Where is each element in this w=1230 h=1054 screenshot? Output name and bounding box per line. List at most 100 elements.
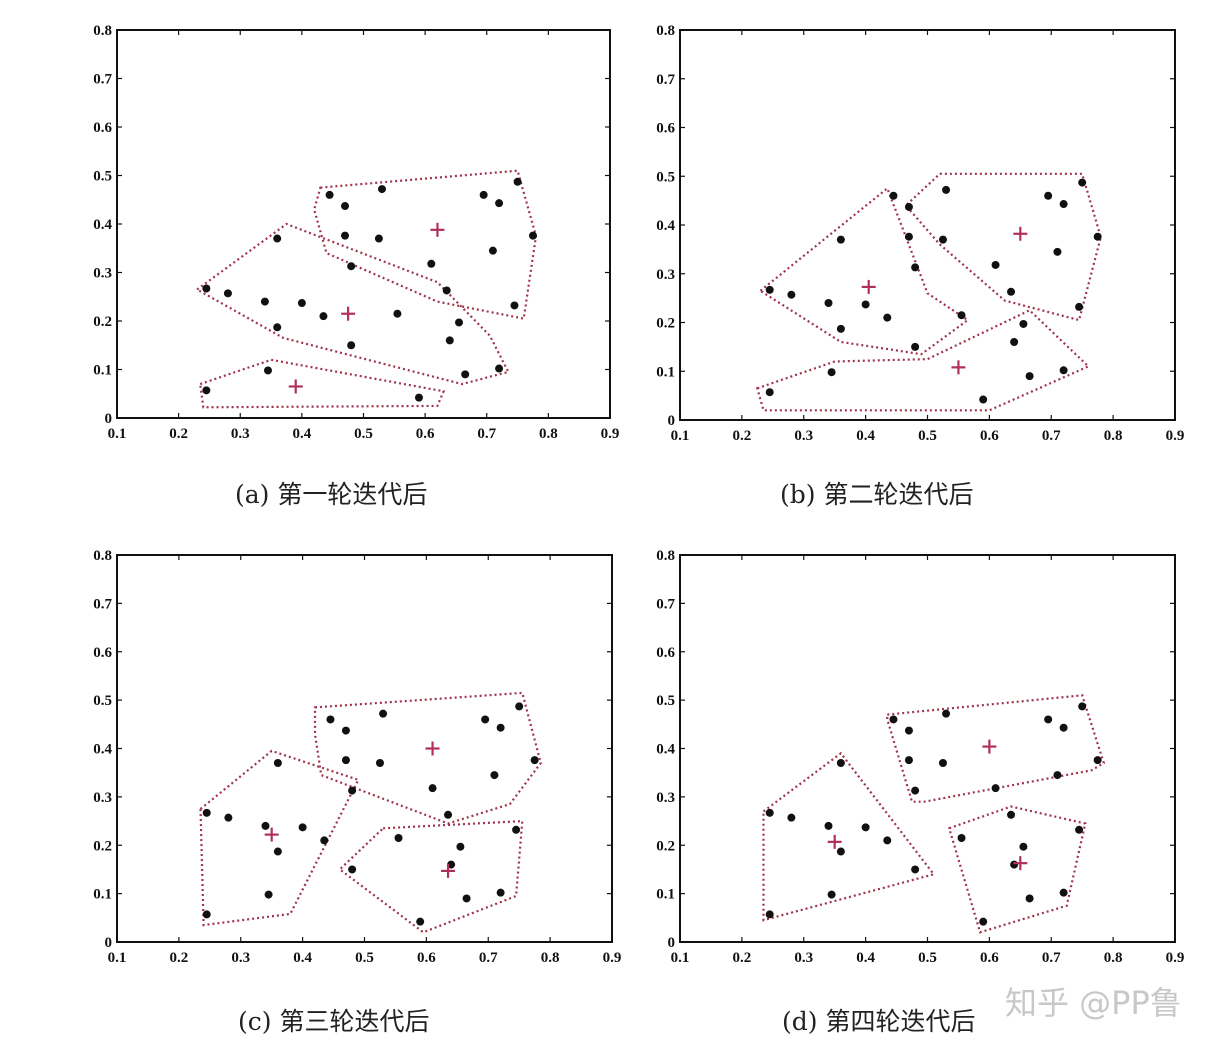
y-tick-label: 0 (105, 935, 113, 951)
y-tick-label: 0.2 (656, 838, 675, 854)
data-point (263, 366, 272, 375)
data-point (904, 202, 913, 211)
data-point (490, 771, 499, 780)
data-point (379, 709, 388, 718)
data-point (1044, 715, 1053, 724)
data-point (512, 825, 521, 834)
y-tick-label: 0.5 (93, 693, 112, 709)
centroid-marker (1013, 856, 1028, 871)
data-point (765, 808, 774, 817)
x-tick-label: 0.4 (856, 950, 875, 966)
data-point (442, 286, 451, 295)
x-tick-label: 0.9 (601, 426, 620, 442)
x-tick-label: 0.8 (541, 950, 560, 966)
data-point (991, 784, 1000, 793)
data-point (765, 285, 774, 294)
y-tick-label: 0.7 (93, 596, 112, 612)
y-tick-label: 0.5 (656, 693, 675, 709)
data-point (224, 813, 233, 822)
data-point (455, 318, 464, 327)
y-tick-label: 0.8 (656, 548, 675, 564)
data-point (528, 231, 537, 240)
data-point (1010, 860, 1019, 869)
data-point (1093, 232, 1102, 241)
x-tick-label: 0.3 (794, 950, 813, 966)
data-point (883, 836, 892, 845)
data-point (347, 341, 356, 350)
y-tick-label: 0.7 (656, 596, 675, 612)
data-point (202, 284, 211, 293)
y-tick-label: 0.6 (93, 645, 112, 661)
data-point (496, 723, 505, 732)
y-tick-label: 0.6 (656, 645, 675, 661)
watermark: 知乎 @PP鲁 (1005, 984, 1182, 1022)
y-tick-label: 0.8 (656, 23, 675, 39)
data-point (911, 786, 920, 795)
data-point (904, 726, 913, 735)
centroid-marker (341, 306, 356, 321)
caption-b: (b) 第二轮迭代后 (780, 480, 973, 509)
x-tick-label: 0.3 (231, 950, 250, 966)
caption-d: (d) 第四轮迭代后 (782, 1007, 975, 1036)
x-tick-label: 0.8 (1104, 950, 1123, 966)
data-point (827, 368, 836, 377)
data-point (765, 910, 774, 919)
data-point (488, 246, 497, 255)
data-point (298, 823, 307, 832)
y-tick-label: 0.5 (93, 169, 112, 185)
x-tick-label: 0.7 (1042, 950, 1061, 966)
data-point (787, 813, 796, 822)
y-tick-label: 0.8 (93, 548, 112, 564)
data-point (1053, 771, 1062, 780)
x-tick-label: 0.5 (918, 950, 937, 966)
data-point (1075, 825, 1084, 834)
data-point (515, 702, 524, 711)
data-point (938, 235, 947, 244)
data-point (1075, 302, 1084, 311)
data-point (273, 234, 282, 243)
data-point (393, 309, 402, 318)
data-point (1025, 372, 1034, 381)
y-tick-label: 0.5 (656, 169, 675, 185)
data-point (861, 823, 870, 832)
caption-c: (c) 第三轮迭代后 (238, 1007, 429, 1036)
data-point (496, 888, 505, 897)
cluster-boundary (947, 805, 1087, 934)
data-point (861, 300, 870, 309)
data-point (444, 810, 453, 819)
data-point (1093, 756, 1102, 765)
chart-panel-b: 0.1 0.2 0.3 0.4 0.5 0.6 0.7 0.8 0.900.10.20.30.4… (656, 23, 1184, 444)
x-tick-label: 0.9 (1166, 428, 1185, 444)
x-tick-label: 0.2 (733, 428, 752, 444)
y-tick-label: 0.3 (93, 266, 112, 282)
x-tick-label: 0.8 (1104, 428, 1123, 444)
data-point (513, 177, 522, 186)
data-point (1078, 702, 1087, 711)
y-tick-label: 0 (668, 413, 676, 429)
data-point (889, 715, 898, 724)
plot-frame (679, 554, 1176, 943)
data-point (495, 199, 504, 208)
x-tick-label: 0.5 (354, 426, 373, 442)
data-point (273, 323, 282, 332)
chart-panel-a: 0.1 0.2 0.3 0.4 0.5 0.6 0.7 0.8 0.900.10.20.30.4… (93, 23, 619, 442)
data-point (824, 821, 833, 830)
data-point (889, 191, 898, 200)
data-point (273, 847, 282, 856)
cluster-boundary (886, 694, 1106, 803)
data-point (326, 715, 335, 724)
plot-frame (679, 29, 1176, 421)
data-point (1019, 319, 1028, 328)
centroid-marker (264, 827, 279, 842)
data-point (445, 336, 454, 345)
data-point (375, 759, 384, 768)
data-point (836, 847, 845, 856)
data-point (319, 312, 328, 321)
centroid-marker (1013, 226, 1028, 241)
x-tick-label: 0.6 (416, 426, 435, 442)
cluster-boundary (904, 172, 1102, 322)
x-tick-label: 0.2 (170, 950, 189, 966)
data-point (273, 759, 282, 768)
x-tick-label: 0.8 (539, 426, 558, 442)
chart-panel-c: 0.1 0.2 0.3 0.4 0.5 0.6 0.7 0.8 0.900.10.20.30.4… (93, 548, 621, 966)
